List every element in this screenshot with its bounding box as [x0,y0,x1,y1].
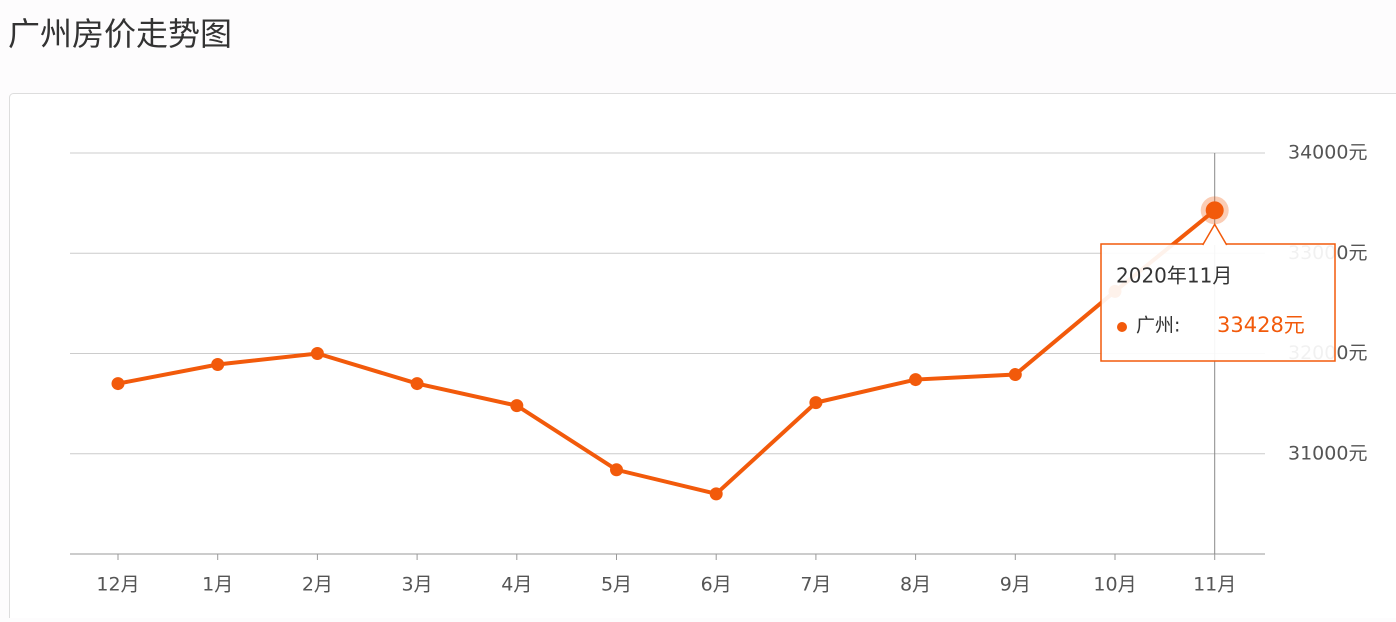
x-tick-label: 8月 [900,574,931,596]
point [1009,368,1022,381]
point [710,487,723,500]
x-tick-label: 10月 [1093,574,1136,596]
point [1206,201,1224,219]
tooltip-label: 广州: [1136,315,1180,337]
tooltip-value: 33428元 [1217,313,1305,337]
x-tick-label: 11月 [1193,574,1236,596]
point [311,347,324,360]
point [809,396,822,409]
x-tick-label: 12月 [96,574,139,596]
tooltip-title: 2020年11月 [1116,264,1232,288]
x-tick-label: 5月 [601,574,632,596]
x-tick-label: 7月 [800,574,831,596]
x-tick-label: 3月 [402,574,433,596]
y-tick-label: 34000元 [1288,142,1367,164]
x-tick-label: 1月 [202,574,233,596]
point [510,399,523,412]
tooltip-box [1101,244,1335,361]
point [411,377,424,390]
point [909,373,922,386]
point [112,377,125,390]
y-tick-label: 31000元 [1288,442,1367,464]
x-tick-label: 9月 [1000,574,1031,596]
x-tick-label: 2月 [302,574,333,596]
tooltip-dot [1117,322,1127,332]
point [610,463,623,476]
chart-title: 广州房价走势图 [8,15,232,53]
x-tick-label: 6月 [701,574,732,596]
x-tick-label: 4月 [501,574,532,596]
point [211,358,224,371]
